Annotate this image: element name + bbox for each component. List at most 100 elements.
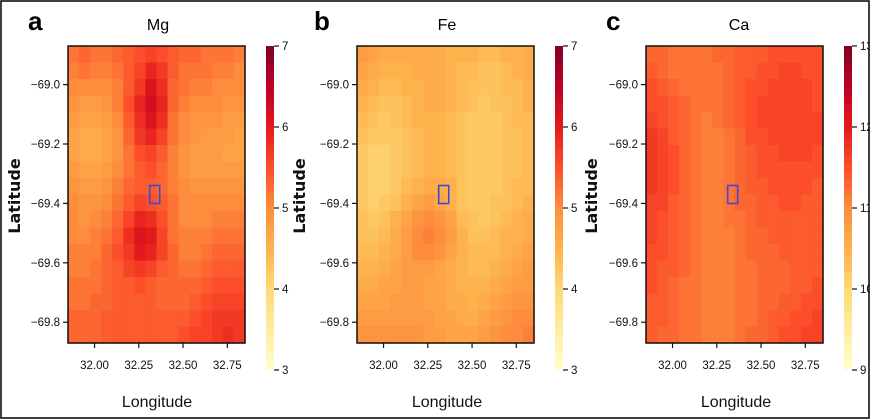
heatmap-cell xyxy=(646,227,658,245)
heatmap-cell xyxy=(68,260,80,278)
heatmap-cell xyxy=(767,277,780,295)
plot-frame-b xyxy=(356,45,535,344)
heatmap-cell xyxy=(379,310,391,328)
panel-b: b Fe −69.0 −69.2 −69.4 −69.6 −69.8 32.00 32.2… xyxy=(290,6,578,411)
heatmap-cell xyxy=(211,260,224,278)
heatmap-cell xyxy=(467,227,480,245)
heatmap-cell xyxy=(456,293,469,311)
heatmap-cell xyxy=(79,211,91,229)
heatmap-cell xyxy=(500,277,513,295)
heatmap-cell xyxy=(811,211,824,229)
colorbar-tick-label: 6 xyxy=(282,122,288,134)
heatmap-cell xyxy=(423,211,436,229)
heatmap-cell xyxy=(101,244,113,262)
heatmap-cell xyxy=(690,244,702,262)
heatmap-cell xyxy=(68,194,80,212)
heatmap-cell xyxy=(189,194,202,212)
heatmap-cell xyxy=(90,46,102,64)
heatmap-cell xyxy=(690,145,702,163)
heatmap-cell xyxy=(811,178,824,196)
heatmap-cell xyxy=(200,244,213,262)
heatmap-cell xyxy=(222,260,235,278)
heatmap-cell xyxy=(478,112,491,130)
heatmap-cell xyxy=(734,112,747,130)
heatmap-cell xyxy=(789,310,802,328)
heatmap-cell xyxy=(657,326,669,344)
heatmap-cell xyxy=(134,112,147,130)
heatmap-cell xyxy=(379,128,391,146)
heatmap-cell xyxy=(478,227,491,245)
heatmap-cell xyxy=(178,46,191,64)
heatmap-cell xyxy=(68,79,80,97)
heatmap-cell xyxy=(200,326,213,344)
heatmap-cell xyxy=(712,178,725,196)
heatmap-cell xyxy=(233,145,246,163)
heatmap-cell xyxy=(489,244,502,262)
heatmap-cell xyxy=(101,310,113,328)
heatmap-cell xyxy=(178,227,191,245)
heatmap-cell xyxy=(379,260,391,278)
heatmap-cell xyxy=(745,310,758,328)
heatmap-cell xyxy=(134,194,147,212)
heatmap-cell xyxy=(511,178,524,196)
heatmap-cell xyxy=(690,227,702,245)
heatmap-cell xyxy=(434,293,447,311)
heatmap-cell xyxy=(745,128,758,146)
heatmap-cell xyxy=(456,145,469,163)
heatmap-cell xyxy=(145,260,158,278)
heatmap-cell xyxy=(668,244,680,262)
heatmap-cell xyxy=(646,112,658,130)
heatmap-cell xyxy=(401,310,413,328)
heatmap-cell xyxy=(756,293,769,311)
heatmap-cell xyxy=(90,277,102,295)
heatmap-cell xyxy=(79,161,91,179)
heatmap-cell xyxy=(178,211,191,229)
heatmap-cell xyxy=(489,161,502,179)
heatmap-cell xyxy=(756,310,769,328)
heatmap-cell xyxy=(657,128,669,146)
heatmap-cell xyxy=(357,277,369,295)
heatmap-cell xyxy=(134,46,147,64)
heatmap-cell xyxy=(412,128,424,146)
heatmap-cell xyxy=(500,211,513,229)
heatmap-cell xyxy=(456,161,469,179)
x-tick-label: 32.00 xyxy=(369,360,398,372)
heatmap-cell xyxy=(767,260,780,278)
heatmap-cell xyxy=(646,145,658,163)
heatmap-cell xyxy=(679,310,691,328)
heatmap-cell xyxy=(90,211,102,229)
colorbar-tick-label: 3 xyxy=(282,365,288,377)
x-tick-label: 32.25 xyxy=(124,360,153,372)
heatmap-cell xyxy=(800,277,813,295)
heatmap-cell xyxy=(200,277,213,295)
heatmap-cell xyxy=(789,326,802,344)
heatmap-cell xyxy=(756,211,769,229)
heatmap-cell xyxy=(233,194,246,212)
heatmap-cell xyxy=(690,260,702,278)
heatmap-cell xyxy=(522,128,535,146)
heatmap-cell xyxy=(233,277,246,295)
heatmap-cell xyxy=(767,178,780,196)
heatmap-cell xyxy=(500,128,513,146)
heatmap-cell xyxy=(134,161,147,179)
heatmap-cell xyxy=(167,244,180,262)
heatmap-cell xyxy=(800,244,813,262)
heatmap-cell xyxy=(800,178,813,196)
heatmap-cell xyxy=(101,145,113,163)
heatmap-cell xyxy=(522,46,535,64)
heatmap-cell xyxy=(690,326,702,344)
heatmap-cell xyxy=(379,227,391,245)
heatmap-cell xyxy=(167,310,180,328)
heatmap-cell xyxy=(101,211,113,229)
heatmap-cell xyxy=(800,145,813,163)
heatmap-cell xyxy=(778,310,791,328)
heatmap-cell xyxy=(423,178,436,196)
heatmap-cell xyxy=(423,194,436,212)
heatmap-cell xyxy=(723,244,736,262)
heatmap-cell xyxy=(357,128,369,146)
heatmap-cell xyxy=(357,326,369,344)
x-ticks-b: 32.00 32.25 32.50 32.75 xyxy=(369,343,531,372)
heatmap-cell xyxy=(745,112,758,130)
heatmap-cell xyxy=(478,277,491,295)
heatmap-cell xyxy=(123,310,135,328)
